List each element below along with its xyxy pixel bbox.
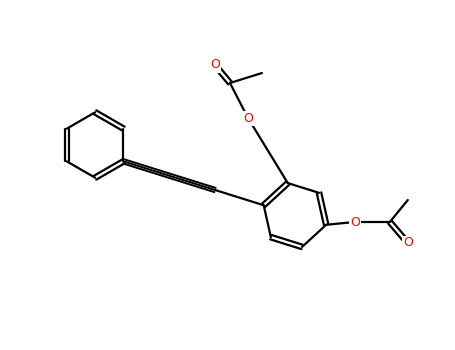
Text: O: O <box>210 58 220 71</box>
Text: O: O <box>350 216 360 229</box>
Text: O: O <box>403 237 413 250</box>
Text: O: O <box>243 112 253 125</box>
